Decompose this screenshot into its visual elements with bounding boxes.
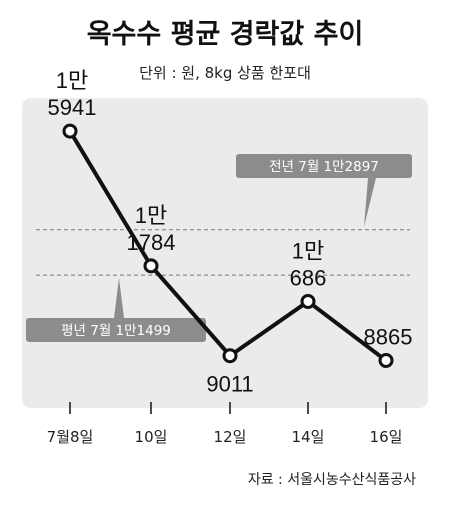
x-tick-label: 7월8일 [47, 428, 94, 446]
series-line-group [62, 123, 394, 368]
data-point [300, 293, 316, 309]
data-point [62, 123, 78, 139]
x-axis: 7월8일 10일 12일 14일 16일 [47, 402, 403, 446]
x-tick-label: 14일 [292, 428, 325, 446]
reference-lines: 전년 7월 1만2897 평년 7월 1만1499 [26, 154, 412, 342]
x-tick-label: 12일 [214, 428, 247, 446]
chart-title: 옥수수 평균 경락값 추이 [87, 19, 364, 50]
source-note: 자료 : 서울시농수산식품공사 [248, 472, 416, 488]
reference-label: 평년 7월 1만1499 [61, 323, 171, 339]
data-point [143, 258, 159, 274]
value-label: 1만 [56, 68, 88, 93]
x-tick-label: 16일 [370, 428, 403, 446]
reference-callout-tail [364, 178, 376, 227]
data-point [222, 348, 238, 364]
value-label: 9011 [206, 372, 253, 397]
value-label: 1만 [135, 203, 167, 228]
reference-callout-box [236, 154, 412, 178]
x-tick-label: 10일 [135, 428, 168, 446]
value-label: 1만 [292, 238, 324, 263]
value-label: 1784 [127, 230, 176, 255]
reference-callout-box [26, 318, 206, 342]
value-label: 686 [290, 265, 327, 290]
data-point [378, 352, 394, 368]
plot-panel [22, 98, 428, 408]
reference-label: 전년 7월 1만2897 [269, 159, 379, 175]
value-label: 5941 [48, 95, 97, 120]
value-label: 8865 [364, 324, 413, 349]
reference-callout-tail [114, 278, 124, 318]
chart-subtitle: 단위 : 원, 8kg 상품 한포대 [139, 64, 311, 82]
